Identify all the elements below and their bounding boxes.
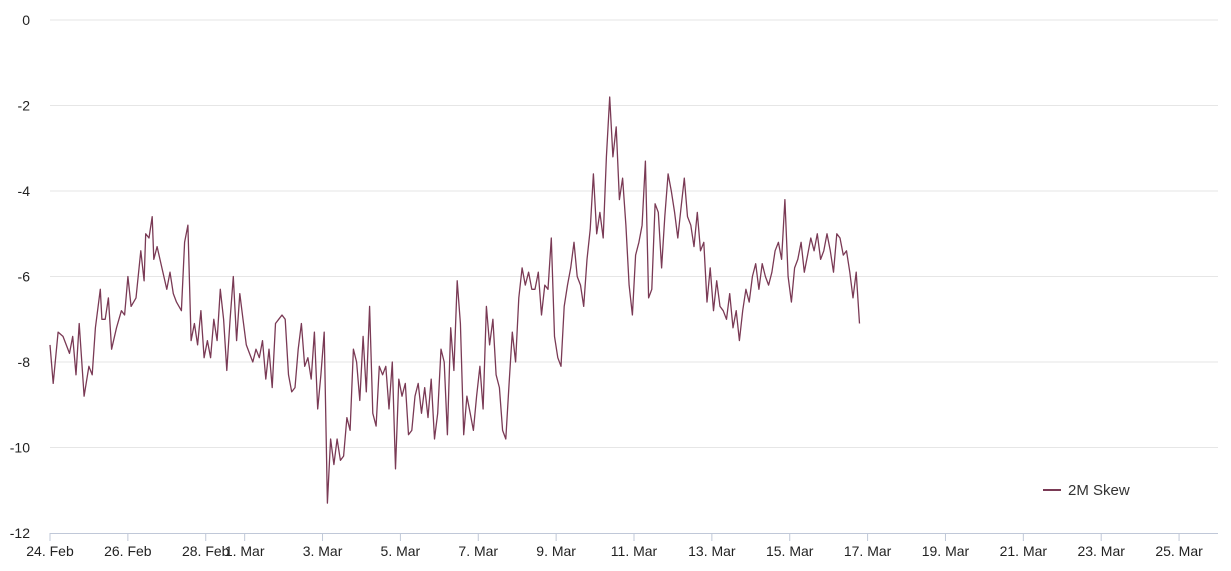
x-tick-label: 13. Mar	[688, 543, 736, 559]
x-tick-label: 19. Mar	[922, 543, 970, 559]
x-tick-label: 17. Mar	[844, 543, 892, 559]
x-tick-label: 15. Mar	[766, 543, 814, 559]
y-tick-label: -10	[10, 440, 30, 456]
grid-lines	[50, 19, 1218, 448]
x-tick-label: 5. Mar	[381, 543, 421, 559]
x-tick-label: 1. Mar	[225, 543, 265, 559]
series-layer	[49, 96, 861, 504]
x-tick-label: 11. Mar	[611, 543, 658, 559]
y-axis: 0 -2 -4 -6 -8 -10 -12	[10, 12, 30, 541]
x-tick-label: 24. Feb	[26, 543, 74, 559]
y-tick-label: -2	[18, 98, 31, 114]
y-tick-label: -8	[18, 354, 31, 370]
y-tick-label: -6	[18, 269, 31, 285]
x-tick-label: 21. Mar	[1000, 543, 1048, 559]
legend-label-2m-skew: 2M Skew	[1068, 482, 1130, 499]
y-tick-label: 0	[22, 12, 30, 28]
x-tick-label: 25. Mar	[1155, 543, 1203, 559]
x-tick-label: 9. Mar	[536, 543, 576, 559]
x-tick-label: 7. Mar	[458, 543, 498, 559]
x-tick-label: 26. Feb	[104, 543, 152, 559]
x-tick-label: 23. Mar	[1077, 543, 1125, 559]
series-line-2m-skew	[49, 96, 861, 504]
y-tick-label: -4	[18, 183, 31, 199]
x-tick-label: 3. Mar	[303, 543, 343, 559]
legend[interactable]: 2M Skew	[1043, 482, 1130, 499]
x-tick-label: 28. Feb	[182, 543, 230, 559]
y-tick-label: -12	[10, 525, 30, 541]
